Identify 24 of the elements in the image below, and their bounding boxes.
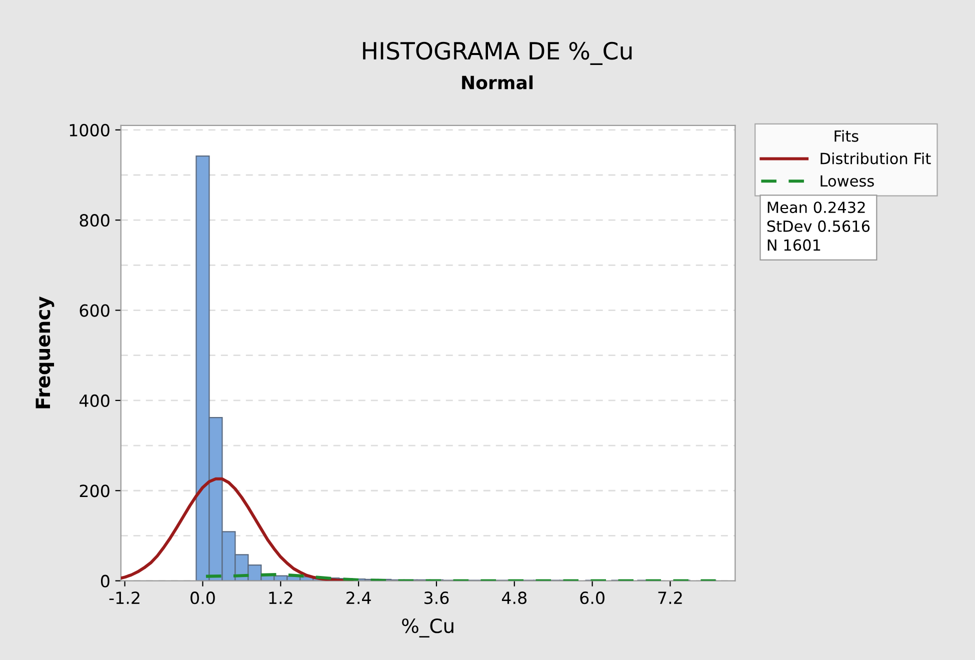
- x-tick-label: 4.8: [502, 592, 526, 604]
- x-tick-label: -1.2: [109, 592, 140, 604]
- y-tick-label: 800: [80, 214, 110, 227]
- x-tick-label: 3.6: [424, 592, 449, 604]
- legend-label: Distribution Fit: [820, 152, 931, 164]
- y-tick-label: 1000: [70, 124, 110, 136]
- x-tick-label: 7.2: [658, 592, 682, 604]
- chart-title: HISTOGRAMA DE %_Cu: [363, 42, 632, 65]
- x-tick-label: 2.4: [346, 592, 371, 604]
- y-tick-label: 600: [80, 304, 110, 317]
- x-axis-title: %_Cu: [402, 618, 454, 638]
- x-tick-label: 1.2: [269, 592, 292, 604]
- chart-subtitle: Normal: [462, 75, 533, 90]
- legend-label: Lowess: [820, 175, 874, 187]
- y-tick-label: 400: [79, 394, 110, 408]
- x-tick-label: 6.0: [580, 592, 604, 604]
- y-axis-title: Frequency: [36, 296, 54, 408]
- text: Mean 0.2432: [768, 202, 865, 214]
- y-tick-label: 0: [100, 574, 110, 588]
- legend-title: Fits: [834, 130, 858, 142]
- x-tick-label: 0.0: [190, 592, 215, 604]
- y-tick-label: 200: [80, 484, 110, 498]
- text: N 1601: [768, 239, 820, 251]
- text: StDev 0.5616: [767, 220, 870, 232]
